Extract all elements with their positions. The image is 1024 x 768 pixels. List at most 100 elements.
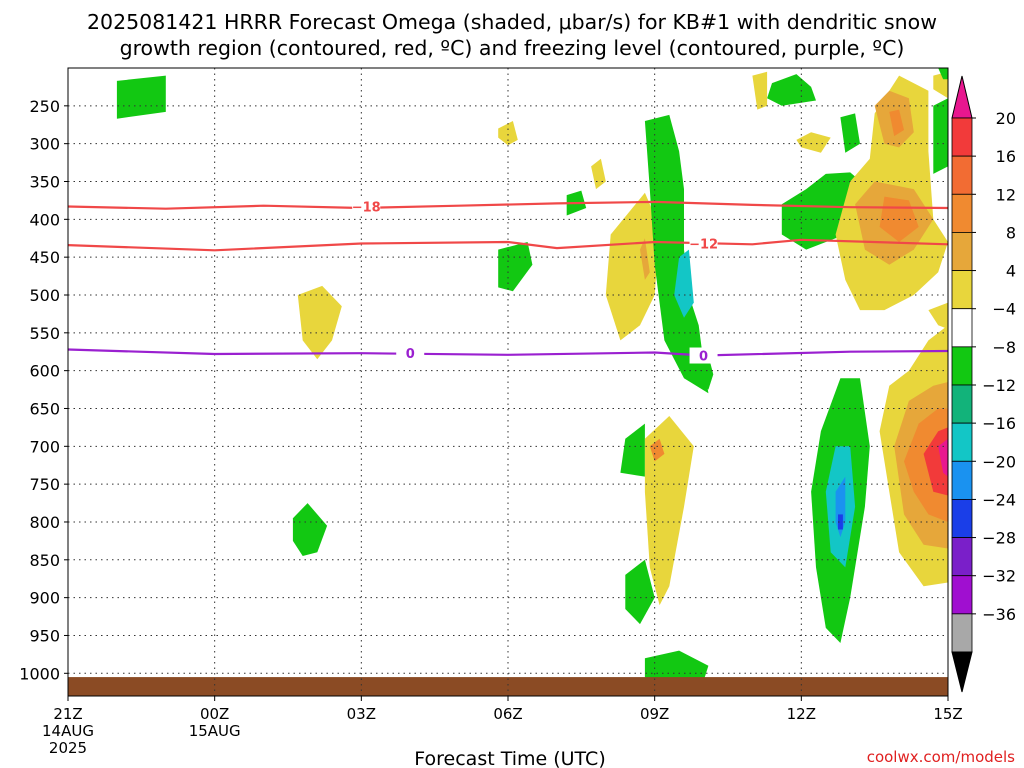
colorbar-tick-label-12: −32: [982, 567, 1016, 586]
y-tick-label-850: 850: [29, 551, 60, 570]
x-tick-date-21Z: 14AUG: [42, 722, 94, 740]
contour-dendritic-18: [67, 200, 949, 210]
y-tick-label-1000: 1000: [19, 664, 60, 683]
omega-region-29: [938, 68, 948, 80]
ground-band-layer: [68, 677, 948, 696]
colorbar-tick-label-1: 16: [996, 147, 1016, 166]
y-tick-label-900: 900: [29, 589, 60, 608]
y-tick-label-800: 800: [29, 513, 60, 532]
omega-region-3: [498, 121, 518, 146]
colorbar-box-2: [951, 193, 973, 233]
colorbar: 20 16 12 8 4 −4 −8 −12 −16 −20 −24 −28 −32 −36: [951, 75, 1016, 693]
contour-freezing-level: [67, 348, 949, 357]
x-tick-label-15Z: 15Z: [933, 705, 962, 723]
x-tick-label-09Z: 09Z: [640, 705, 669, 723]
omega-region-38: [938, 438, 948, 477]
y-tick-label-450: 450: [29, 248, 60, 267]
contour-label-dendritic-18-0: −18: [352, 200, 381, 215]
y-tick-label-500: 500: [29, 286, 60, 305]
colorbar-tick-label-13: −36: [982, 605, 1016, 624]
colorbar-top-arrow: [951, 75, 973, 119]
colorbar-tick-label-10: −24: [982, 490, 1016, 509]
colorbar-tick-label-8: −16: [982, 414, 1016, 433]
y-tick-label-400: 400: [29, 210, 60, 229]
y-tick-label-550: 550: [29, 324, 60, 343]
colorbar-box-7: [951, 384, 973, 424]
contour-label-bg-3: [689, 347, 718, 364]
omega-region-13: [644, 416, 694, 606]
contour-label-bg-1: [689, 235, 718, 252]
omega-region-15: [644, 650, 709, 685]
colorbar-box-13: [951, 613, 973, 653]
omega-region-0: [116, 75, 166, 119]
contour-label-dendritic-12-1: −12: [689, 238, 718, 253]
omega-region-8: [620, 423, 645, 477]
colorbar-tick-label-9: −20: [982, 452, 1016, 471]
colorbar-tick-label-11: −28: [982, 529, 1016, 548]
contour-dendritic-12: [67, 238, 949, 252]
omega-region-21: [840, 113, 860, 153]
colorbar-tick-label-5: −4: [992, 300, 1016, 319]
x-tick-label-06Z: 06Z: [493, 705, 522, 723]
colorbar-box-6: [951, 346, 973, 386]
omega-region-7: [640, 238, 650, 280]
x-tick-label-21Z: 21Z: [53, 705, 82, 723]
chart-title-line1: 2025081421 HRRR Forecast Omega (shaded, …: [87, 10, 937, 34]
omega-region-39: [928, 302, 948, 329]
chart-title-line2: growth region (contoured, red, ºC) and f…: [120, 36, 905, 60]
omega-region-10: [644, 114, 709, 394]
contour-label-bg-2: [396, 345, 425, 362]
y-tick-label-300: 300: [29, 135, 60, 154]
x-tick-label-12Z: 12Z: [787, 705, 816, 723]
colorbar-tick-label-4: 4: [1006, 262, 1016, 281]
contour-label-bg-0: [352, 198, 381, 215]
colorbar-box-0: [951, 117, 973, 157]
colorbar-box-9: [951, 460, 973, 500]
temperature-contours: −18 −12 0 0: [67, 198, 949, 365]
x-tick-year-21Z: 2025: [49, 739, 87, 757]
y-tick-label-350: 350: [29, 172, 60, 191]
y-tick-label-700: 700: [29, 437, 60, 456]
omega-region-27: [933, 98, 948, 174]
colorbar-box-12: [951, 575, 973, 615]
omega-region-11: [674, 249, 694, 318]
x-tick-date-00Z: 15AUG: [189, 722, 241, 740]
colorbar-box-4: [951, 270, 973, 310]
omega-region-18: [767, 74, 816, 106]
omega-region-33: [838, 514, 843, 530]
contour-label-freezing-level-3: 0: [699, 350, 708, 365]
y-tick-label-600: 600: [29, 362, 60, 381]
omega-region-14: [649, 438, 665, 462]
colorbar-tick-label-7: −12: [982, 376, 1016, 395]
x-tick-label-03Z: 03Z: [347, 705, 376, 723]
colorbar-tick-label-0: 20: [996, 109, 1016, 128]
gridlines: [68, 68, 948, 696]
watermark[interactable]: coolwx.com/models: [867, 748, 1015, 766]
y-tick-label-750: 750: [29, 475, 60, 494]
omega-region-26: [889, 109, 904, 137]
colorbar-bottom-arrow: [951, 651, 973, 693]
omega-region-2: [297, 285, 342, 360]
colorbar-tick-label-3: 8: [1006, 223, 1016, 242]
colorbar-tick-label-2: 12: [996, 185, 1016, 204]
omega-region-9: [625, 559, 655, 625]
x-tick-label-00Z: 00Z: [200, 705, 229, 723]
omega-shading-layer: [116, 68, 948, 685]
ground-band: [68, 677, 948, 696]
colorbar-box-8: [951, 422, 973, 462]
colorbar-box-3: [951, 232, 973, 271]
omega-region-17: [752, 71, 768, 110]
contour-label-freezing-level-2: 0: [406, 347, 415, 362]
colorbar-box-5: [951, 308, 973, 348]
y-tick-label-250: 250: [29, 97, 60, 116]
colorbar-box-11: [951, 537, 973, 577]
omega-region-6: [605, 192, 660, 341]
omega-region-19: [796, 132, 831, 153]
omega-region-4: [498, 242, 533, 292]
y-tick-label-650: 650: [29, 399, 60, 418]
colorbar-box-1: [951, 155, 973, 195]
axes: 250 300 350 400 450 500 550 600 650 700 750 800 850 9…: [19, 97, 962, 757]
omega-region-1: [292, 503, 328, 556]
y-tick-label-950: 950: [29, 626, 60, 645]
